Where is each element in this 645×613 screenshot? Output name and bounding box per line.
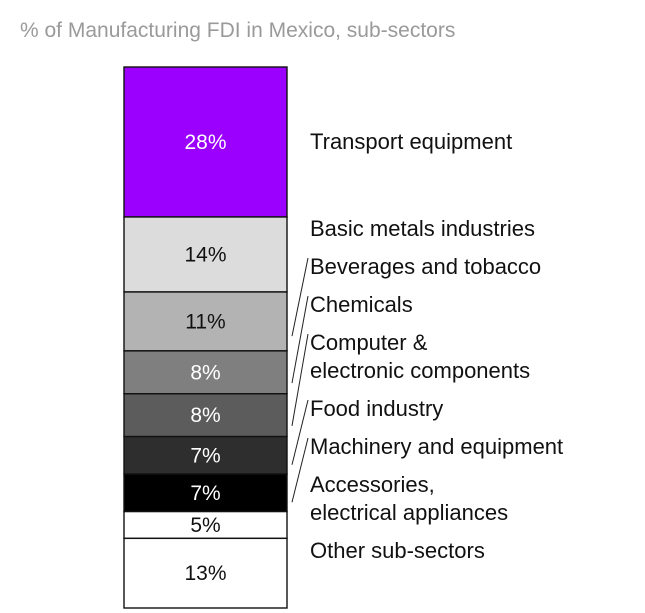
bar-stack: 28% 14% 11% 8% 8% 7% 7% 5% 13%: [123, 66, 288, 609]
category-label: Basic metals industries: [310, 216, 535, 241]
category-label: Machinery and equipment: [310, 434, 563, 459]
category-label: electrical appliances: [310, 500, 508, 525]
bar-segment: [123, 350, 288, 395]
bar-segment: [123, 216, 288, 293]
data-label: 7%: [190, 482, 220, 505]
leader-line: [291, 257, 309, 337]
data-label: 8%: [190, 361, 220, 384]
bar-segment: [123, 537, 288, 609]
bar-segment: [123, 66, 288, 218]
data-label: 11%: [185, 310, 225, 333]
data-label: 8%: [190, 404, 220, 427]
category-labels: Transport equipment Basic metals industri…: [310, 129, 563, 563]
category-label: Computer &: [310, 330, 428, 355]
category-label: Chemicals: [310, 292, 413, 317]
data-label: 28%: [184, 131, 226, 154]
category-label: Beverages and tobacco: [310, 254, 541, 279]
leader-line: [291, 333, 309, 426]
leader-line: [291, 295, 309, 384]
data-label: 7%: [190, 444, 220, 467]
bar-segment: [123, 510, 288, 540]
data-label: 13%: [184, 562, 226, 585]
category-label: Transport equipment: [310, 129, 512, 154]
chart-title: % of Manufacturing FDI in Mexico, sub-se…: [20, 19, 455, 42]
category-label: electronic components: [310, 358, 530, 383]
bar-segment: [123, 291, 288, 352]
category-label: Food industry: [310, 396, 443, 421]
category-label: Accessories,: [310, 472, 435, 497]
leader-lines: [291, 257, 309, 503]
category-label: Other sub-sectors: [310, 538, 485, 563]
bar-segment: [123, 435, 288, 475]
data-label: 14%: [184, 243, 226, 266]
data-label: 5%: [190, 514, 220, 537]
leader-line: [291, 437, 309, 503]
leader-line: [291, 399, 309, 465]
